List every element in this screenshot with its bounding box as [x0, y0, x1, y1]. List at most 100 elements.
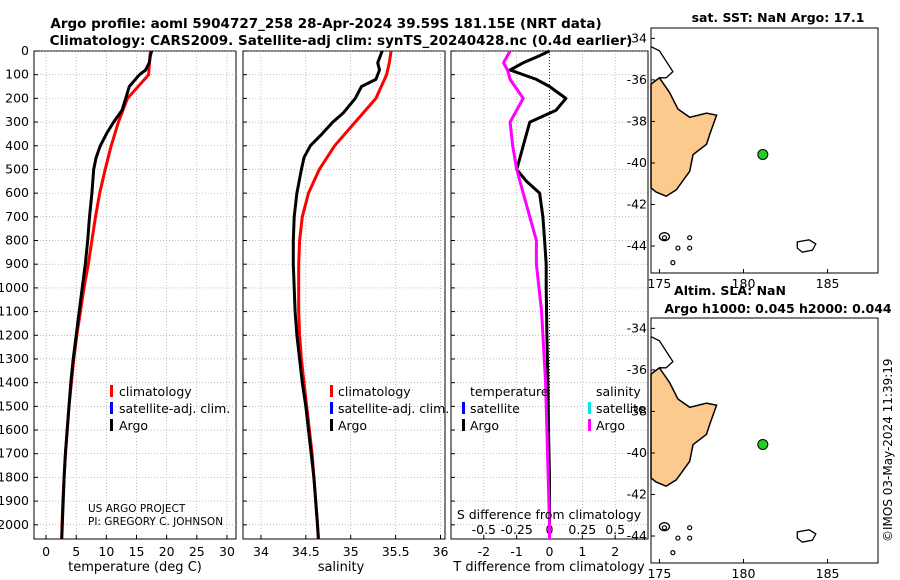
small-island [670, 550, 676, 556]
legend-swatch-climatology [110, 385, 113, 397]
legend-swatch-satellite [110, 402, 113, 414]
temperature-panel [33, 50, 237, 540]
depth-tick-label: 400 [5, 138, 29, 153]
sla-map-title-line2: Argo h1000: 0.045 h2000: 0.044 [664, 301, 892, 316]
x-tick-label: 1 [578, 544, 586, 559]
series-line-argo-salinity [502, 50, 551, 539]
lon-tick-label: 180 [732, 276, 756, 291]
legend-label-satellite: satellite-adj. clim. [338, 401, 449, 416]
lon-tick-label: 175 [647, 276, 671, 291]
timestamp: ©IMOS 03-May-2024 11:39:19 [881, 358, 895, 542]
small-island [687, 245, 693, 251]
x-tick-label: 0 [546, 544, 554, 559]
depth-tick-label: 1400 [0, 375, 29, 390]
x-tick-label: 0 [42, 544, 50, 559]
depth-tick-label: 100 [5, 67, 29, 82]
legend-swatch-sal-argo [588, 419, 591, 431]
small-island [670, 260, 676, 266]
lon-tick-label: 180 [732, 566, 756, 580]
salinity-panel [242, 50, 446, 540]
land-north-island [650, 366, 718, 488]
legend-swatch-sal-satellite [588, 402, 591, 414]
temperature-legend: climatology satellite-adj. clim. Argo [110, 384, 230, 433]
depth-tick-label: 600 [5, 185, 29, 200]
x-tick-label: 30 [219, 544, 235, 559]
depth-tick-label: 500 [5, 161, 29, 176]
lat-tick-label: -34 [627, 320, 647, 335]
x2-tick-label: -0.25 [500, 522, 532, 537]
legend-label-climatology: climatology [338, 384, 411, 399]
lat-tick-label: -38 [627, 113, 647, 128]
credits-project: US ARGO PROJECT [88, 503, 186, 515]
x-tick-label: 25 [189, 544, 205, 559]
legend-label-climatology: climatology [119, 384, 192, 399]
depth-tick-label: 1900 [0, 493, 29, 508]
legend-swatch-argo [110, 419, 113, 431]
x-tick-label: 5 [72, 544, 80, 559]
lat-tick-label: -40 [627, 155, 647, 170]
x2-tick-label: -0.5 [472, 522, 496, 537]
sst-map: 175 180 185 -34 -36 -38 -40 -42 -44 [627, 27, 879, 291]
small-island [661, 235, 668, 241]
legend-label-satellite: satellite-adj. clim. [119, 401, 230, 416]
lat-tick-label: -34 [627, 30, 647, 45]
small-island [661, 525, 668, 531]
legend-swatch-temp-argo [462, 419, 465, 431]
depth-tick-label: 1800 [0, 469, 29, 484]
depth-tick-label: 1000 [0, 280, 29, 295]
depth-tick-label: 700 [5, 209, 29, 224]
legend-label-argo: Argo [119, 418, 148, 433]
lat-tick-label: -38 [627, 403, 647, 418]
depth-tick-label: 300 [5, 114, 29, 129]
small-island [687, 525, 693, 531]
lat-tick-label: -44 [627, 238, 647, 253]
depth-tick-label: 800 [5, 233, 29, 248]
float-position-marker [757, 438, 769, 450]
lat-tick-label: -42 [627, 486, 647, 501]
legend-label-argo: Argo [338, 418, 367, 433]
depth-tick-label: 900 [5, 256, 29, 271]
lat-tick-label: -36 [627, 72, 647, 87]
x-tick-label: 34 [253, 544, 269, 559]
legend-label-sal-satellite: satellite [596, 401, 646, 416]
depth-axis: 0 100 200 300 400 500 600 700 800 900 1000 1100 1200… [0, 43, 29, 532]
small-island [687, 235, 693, 241]
depth-tick-label: 200 [5, 90, 29, 105]
coastline [650, 336, 674, 369]
depth-tick-label: 1500 [0, 398, 29, 413]
salinity-legend: climatology satellite-adj. clim. Argo [330, 384, 449, 433]
series-line-argo [291, 50, 384, 540]
x-tick-label: -2 [478, 544, 490, 559]
land-island [658, 232, 671, 242]
legend-swatch-climatology [330, 385, 333, 397]
legend-swatch-argo [330, 419, 333, 431]
temperature-xlabel: temperature (deg C) [68, 560, 202, 575]
series-line-argo [60, 50, 154, 540]
depth-tick-label: 1200 [0, 327, 29, 342]
x-tick-label: 20 [159, 544, 175, 559]
depth-tick-label: 1100 [0, 304, 29, 319]
sla-map-title-line1: Altim. SLA: NaN [674, 283, 786, 298]
difference-legend: temperature salinity satellite Argo sate… [462, 384, 646, 433]
depth-tick-label: 2000 [0, 517, 29, 532]
x-tick-label: 36 [433, 544, 449, 559]
x2-tick-label: 0.5 [605, 522, 625, 537]
sst-map-title: sat. SST: NaN Argo: 17.1 [692, 10, 865, 25]
legend-title-salinity: salinity [596, 384, 641, 399]
legend-label-sal-argo: Argo [596, 418, 625, 433]
x-tick-label: 35 [343, 544, 359, 559]
sla-map: 175 180 185 -34 -36 -38 -40 -42 -44 [627, 317, 879, 580]
legend-swatch-temp-satellite [462, 402, 465, 414]
x-tick-label: 34.5 [292, 544, 320, 559]
legend-label-temp-satellite: satellite [470, 401, 520, 416]
legend-title-temperature: temperature [470, 384, 549, 399]
lon-tick-label: 175 [647, 566, 671, 580]
float-position-marker [757, 148, 769, 160]
x-tick-label: 10 [98, 544, 114, 559]
lat-tick-label: -40 [627, 445, 647, 460]
x-tick-label: 15 [129, 544, 145, 559]
coastline [650, 46, 674, 79]
x-tick-label: -1 [510, 544, 522, 559]
depth-tick-label: 1600 [0, 422, 29, 437]
